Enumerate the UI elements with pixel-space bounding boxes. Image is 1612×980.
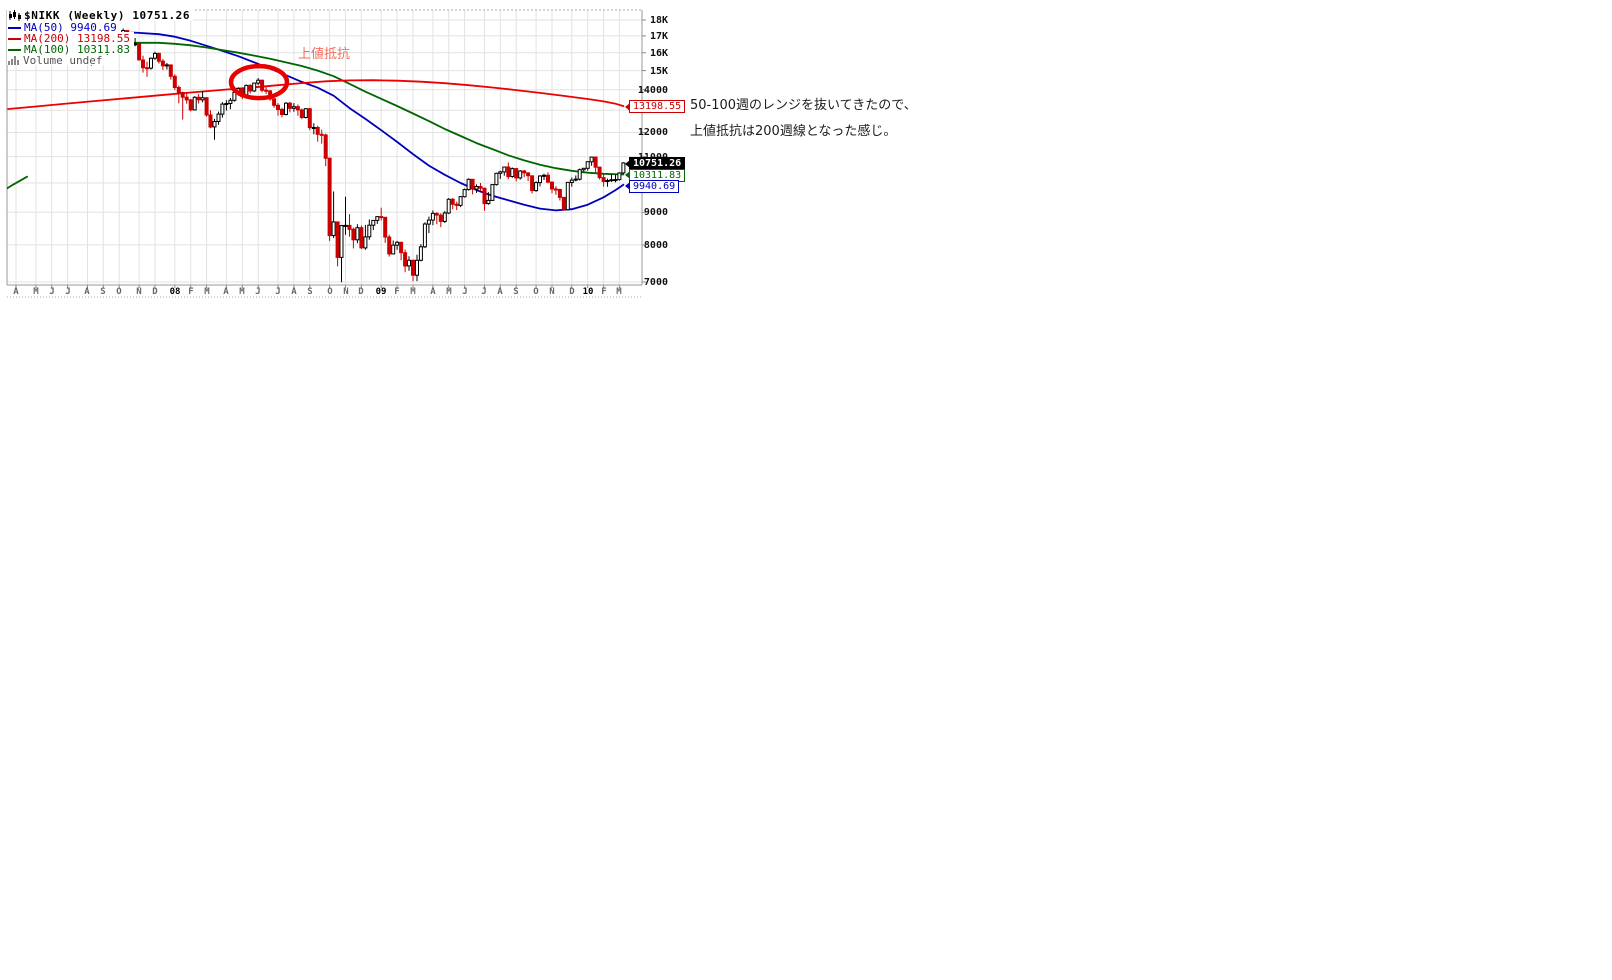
legend-row: MA(100) 10311.83 [7, 43, 134, 56]
chartbug-icon [9, 9, 21, 21]
y-tick-label: 14000 [637, 85, 668, 96]
month-label: A [13, 287, 19, 297]
y-tick-label: 12000 [637, 127, 668, 138]
legend-label: MA(50) 9940.69 [24, 21, 117, 34]
month-label: J [65, 287, 71, 297]
month-label: O [116, 287, 122, 297]
legend-label: MA(200) 13198.55 [24, 32, 130, 45]
legend-row: MA(50) 9940.69 [7, 21, 121, 34]
month-label: O [533, 287, 539, 297]
resistance-annotation-label: 上値抵抗 [298, 47, 351, 62]
month-label: S [307, 287, 313, 297]
legend-row: MA(200) 13198.55 [7, 32, 134, 45]
y-tick-label: 18K [649, 15, 668, 26]
legend-label: MA(100) 10311.83 [24, 43, 130, 56]
month-label: M [239, 287, 245, 297]
month-label: O [327, 287, 333, 297]
series-ma-100-left-tail-segment [7, 175, 29, 190]
y-tick-label: 9000 [643, 207, 668, 218]
month-label: J [275, 287, 281, 297]
month-label: S [513, 287, 519, 297]
month-label: J [255, 287, 261, 297]
month-label: D [569, 287, 575, 297]
y-tick-label: 7000 [643, 277, 668, 288]
legend-label: Volume undef [23, 54, 103, 67]
month-label: A [497, 287, 503, 297]
month-label: M [204, 287, 210, 297]
gridlines [7, 10, 646, 288]
series-ma-100- [62, 41, 625, 176]
month-label: M [616, 287, 622, 297]
month-label: D [152, 287, 158, 297]
comment-line: 上値抵抗は200週線となった感じ。 [690, 124, 897, 139]
month-label: F [394, 287, 400, 297]
month-label: 10 [582, 287, 594, 297]
annotation-ellipse [228, 63, 290, 101]
y-tick-label: 16K [649, 48, 668, 59]
comment-line: 50-100週のレンジを抜いてきたので、 [690, 98, 917, 113]
legend-row: Volume undef [7, 54, 107, 67]
month-label: J [481, 287, 487, 297]
month-label: 09 [375, 287, 387, 297]
month-label: M [33, 287, 39, 297]
series-ma-50- [54, 31, 625, 212]
volume-bars-icon [8, 56, 19, 65]
line-swatch-icon [8, 27, 21, 29]
month-label: J [462, 287, 468, 297]
month-label: S [100, 287, 106, 297]
y-tick-label: 17K [649, 31, 668, 42]
chart-title: $NIKK (Weekly) 10751.26 [24, 8, 191, 22]
month-label: A [291, 287, 297, 297]
month-label: M [446, 287, 452, 297]
month-label: A [84, 287, 90, 297]
line-swatch-icon [8, 49, 21, 51]
chart-title-row: $NIKK (Weekly) 10751.26 [7, 8, 194, 22]
month-label: F [188, 287, 194, 297]
month-label: 08 [169, 287, 181, 297]
series-ma-200- [7, 79, 625, 110]
price-tag-ma200: 13198.55 [624, 100, 686, 113]
month-label: N [136, 287, 142, 297]
chart-legend: MA(50) 9940.69 MA(200) 13198.55 MA(100) 10… [7, 21, 134, 67]
month-label: J [49, 287, 55, 297]
month-label: N [343, 287, 349, 297]
month-label: F [601, 287, 607, 297]
line-swatch-icon [8, 38, 21, 40]
y-tick-label: 8000 [643, 240, 668, 251]
price-tag-ma50: 9940.69 [624, 179, 680, 193]
month-label: M [410, 287, 416, 297]
month-label: N [549, 287, 555, 297]
month-label: A [430, 287, 436, 297]
month-label: D [358, 287, 364, 297]
month-label: A [223, 287, 229, 297]
y-tick-label: 15K [649, 66, 668, 77]
